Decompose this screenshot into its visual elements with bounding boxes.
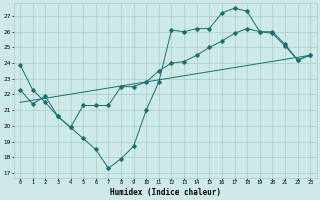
X-axis label: Humidex (Indice chaleur): Humidex (Indice chaleur) [110,188,220,197]
